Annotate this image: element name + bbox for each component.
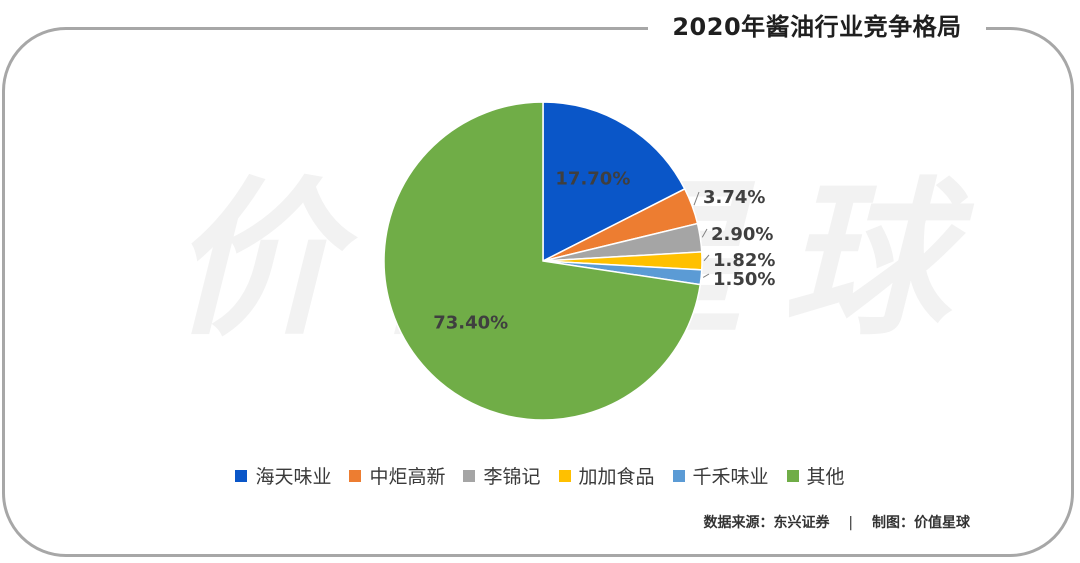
leader-line-3 xyxy=(701,228,708,238)
slice-label-2: 3.74% xyxy=(703,187,765,208)
legend-item-2: 中炬高新 xyxy=(349,462,445,489)
legend-swatch-1 xyxy=(235,469,248,482)
slice-label-3: 2.90% xyxy=(711,224,773,245)
data-source-text: 数据来源：东兴证券 xyxy=(703,515,830,531)
legend-swatch-5 xyxy=(672,469,685,482)
legend-label-2: 中炬高新 xyxy=(369,466,446,488)
slice-label-6: 73.40% xyxy=(433,312,508,333)
legend-label-3: 李锦记 xyxy=(483,466,541,488)
source-separator: | xyxy=(848,515,854,531)
pie-slice-6 xyxy=(383,101,702,421)
legend-swatch-2 xyxy=(349,469,362,482)
made-by-text: 制图：价值星球 xyxy=(872,515,970,531)
rounded-frame xyxy=(2,27,1074,557)
pie-slice-1 xyxy=(542,101,686,263)
leader-line-2 xyxy=(693,191,700,206)
slice-label-5: 1.50% xyxy=(713,269,775,290)
legend-swatch-3 xyxy=(463,469,476,482)
legend-item-5: 千禾味业 xyxy=(672,462,769,489)
legend-label-5: 千禾味业 xyxy=(692,466,769,488)
leader-line-4 xyxy=(703,254,710,262)
legend-label-6: 其他 xyxy=(806,466,845,488)
title-container: 2020年酱油行业竞争格局 xyxy=(648,0,986,48)
leader-line-5 xyxy=(702,273,710,278)
slice-label-4: 1.82% xyxy=(713,250,775,271)
legend-item-1: 海天味业 xyxy=(235,462,331,489)
legend-item-3: 李锦记 xyxy=(463,462,541,489)
chart-title: 2020年酱油行业竞争格局 xyxy=(672,12,962,41)
source-note: 数据来源：东兴证券 | 制图：价值星球 xyxy=(704,512,970,532)
legend-label-4: 加加食品 xyxy=(578,466,655,488)
legend-swatch-6 xyxy=(786,469,799,482)
legend-item-4: 加加食品 xyxy=(558,462,655,489)
legend: 海天味业 中炬高新 李锦记 加加食品 千禾味业 其他 xyxy=(0,462,1080,489)
legend-swatch-4 xyxy=(558,469,571,482)
slice-label-1: 17.70% xyxy=(555,169,630,190)
legend-label-1: 海天味业 xyxy=(255,466,332,488)
legend-item-6: 其他 xyxy=(786,462,845,489)
